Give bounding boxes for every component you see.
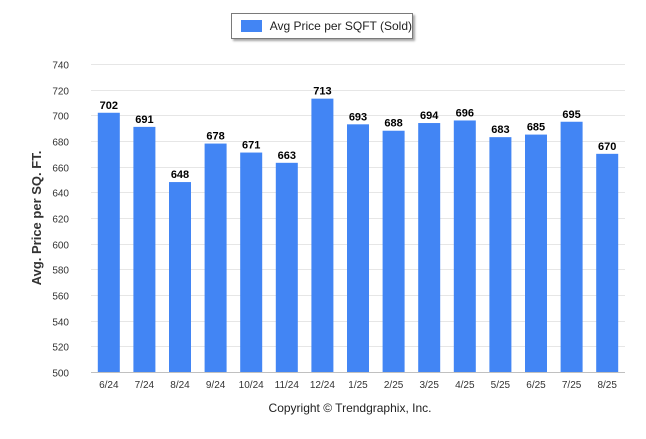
y-tick-label: 540 (52, 318, 69, 329)
legend-label: Avg Price per SQFT (Sold) (269, 19, 412, 33)
x-axis-ticks: 6/24 7/24 8/24 9/24 10/24 11/24 12/24 1/25 2/25 3… (99, 380, 617, 391)
x-tick-label: 8/24 (170, 380, 190, 391)
bar-value-label: 685 (527, 122, 545, 134)
bar-value-label: 670 (598, 141, 616, 153)
y-tick-label: 700 (52, 112, 69, 123)
copyright-text: Copyright © Trendgraphix, Inc. (268, 401, 432, 415)
x-tick-label: 2/25 (384, 380, 404, 391)
y-tick-label: 660 (52, 164, 69, 175)
x-tick-label: 3/25 (419, 380, 439, 391)
y-axis-label: Avg. Price per SQ. FT. (29, 151, 44, 286)
y-tick-label: 740 (52, 61, 69, 72)
bar[interactable] (489, 137, 512, 372)
x-tick-label: 7/24 (135, 380, 155, 391)
bar[interactable] (525, 134, 547, 372)
x-tick-label: 4/25 (455, 380, 475, 391)
bar-value-label: 693 (349, 111, 367, 123)
bar-value-label: 683 (491, 124, 509, 136)
bar-value-label: 694 (420, 110, 439, 122)
y-tick-label: 560 (52, 292, 69, 303)
bar[interactable] (169, 182, 191, 372)
y-tick-label: 640 (52, 189, 69, 200)
bar[interactable] (453, 120, 476, 372)
bar-value-label: 691 (135, 114, 153, 126)
bar-value-label: 663 (278, 150, 296, 162)
bar[interactable] (97, 112, 120, 373)
y-tick-label: 580 (52, 266, 69, 277)
x-tick-label: 11/24 (275, 380, 300, 391)
y-axis-ticks: 500 520 540 560 580 600 620 640 660 680 700 720 740 (52, 61, 69, 380)
bar-value-label: 678 (206, 131, 224, 143)
y-tick-label: 600 (52, 241, 69, 252)
bar-value-label: 648 (171, 169, 189, 181)
bar[interactable] (382, 130, 405, 372)
x-tick-label: 5/25 (491, 380, 511, 391)
bars: 702 691 648 678 671 663 713 693 688 694 696 683 685 6… (97, 86, 619, 373)
x-tick-label: 12/24 (310, 380, 335, 391)
bar[interactable] (347, 124, 369, 372)
x-tick-label: 1/25 (348, 380, 368, 391)
bar-value-label: 696 (456, 107, 474, 119)
x-tick-label: 7/25 (562, 380, 582, 391)
x-tick-label: 6/25 (526, 380, 546, 391)
bar[interactable] (204, 143, 227, 372)
bar-value-label: 671 (242, 140, 260, 152)
x-tick-label: 10/24 (239, 380, 264, 391)
y-tick-label: 520 (52, 343, 69, 354)
legend[interactable]: Avg Price per SQFT (Sold) (231, 13, 413, 39)
x-tick-label: 8/25 (597, 380, 617, 391)
bar-value-label: 702 (100, 100, 118, 112)
bar[interactable] (560, 121, 583, 372)
bar-value-label: 695 (562, 109, 580, 121)
y-tick-label: 620 (52, 215, 69, 226)
bar[interactable] (133, 126, 156, 372)
bar-value-label: 713 (313, 86, 331, 98)
bar-value-label: 688 (384, 118, 402, 130)
bar[interactable] (596, 153, 619, 372)
y-tick-label: 500 (52, 369, 69, 380)
y-tick-label: 720 (52, 87, 69, 98)
bar[interactable] (418, 123, 441, 373)
x-tick-label: 9/24 (206, 380, 226, 391)
x-tick-label: 6/24 (99, 380, 119, 391)
bar[interactable] (275, 162, 298, 372)
y-tick-label: 680 (52, 138, 69, 149)
legend-swatch (241, 20, 262, 32)
bar[interactable] (240, 152, 263, 372)
bar[interactable] (311, 98, 334, 373)
